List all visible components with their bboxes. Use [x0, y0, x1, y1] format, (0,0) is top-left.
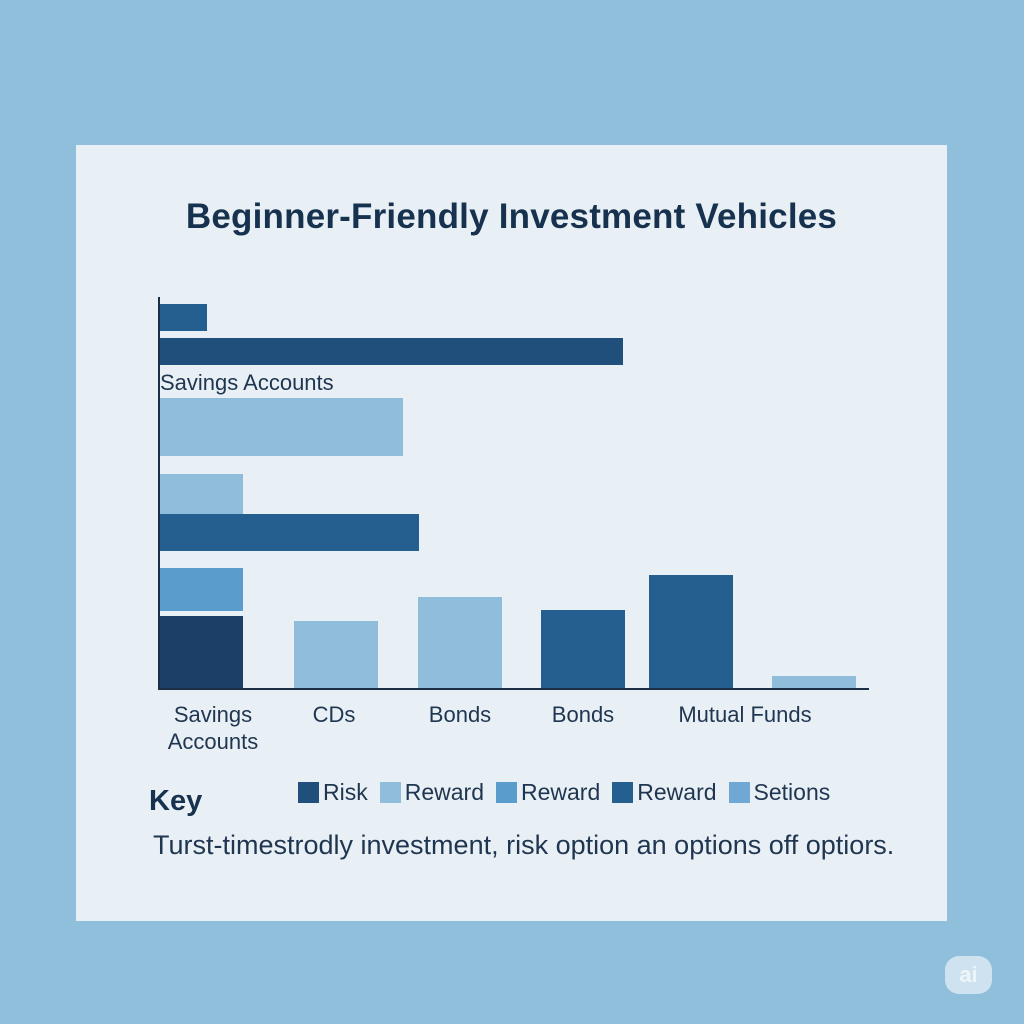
category-tick-label: Savings Accounts	[168, 702, 259, 754]
chart-note: Turst-timestrodly investment, risk optio…	[153, 830, 895, 860]
legend-swatch	[379, 782, 401, 803]
key-title: Key	[149, 785, 203, 817]
legend-item-reward-medium: Reward	[496, 779, 600, 806]
vertical-bar	[294, 621, 378, 689]
horizontal-bar	[159, 514, 419, 551]
category-tick-label: Bonds	[552, 702, 614, 727]
legend-swatch	[728, 782, 750, 803]
chart-title: Beginner-Friendly Investment Vehicles	[185, 197, 838, 236]
inline-bar-label: Savings Accounts	[160, 370, 334, 395]
legend-label: Reward	[404, 779, 484, 805]
ai-badge: ai	[945, 956, 992, 994]
category-tick-label: Bonds	[429, 702, 491, 727]
horizontal-bar	[159, 304, 207, 331]
horizontal-bar	[159, 616, 243, 689]
legend-item-setions: Setions	[728, 779, 831, 806]
legend-item-risk: Risk	[298, 779, 368, 806]
legend: Risk Reward Reward Reward Setions	[298, 779, 842, 806]
horizontal-bar	[159, 568, 243, 611]
horizontal-bar	[159, 474, 243, 514]
legend-swatch	[496, 782, 517, 803]
legend-swatch	[298, 782, 319, 803]
legend-swatch	[612, 782, 634, 803]
horizontal-bar	[159, 398, 403, 456]
legend-item-reward-dark: Reward	[612, 779, 717, 806]
horizontal-bar	[159, 338, 623, 365]
legend-label: Risk	[323, 779, 368, 805]
category-tick-label: CDs	[313, 702, 356, 727]
vertical-bar	[772, 676, 856, 689]
vertical-bar	[541, 610, 625, 689]
legend-label: Setions	[753, 779, 831, 805]
category-tick-label: Mutual Funds	[678, 702, 811, 727]
bar-chart: Savings Accounts Savings Accounts CDs Bonds B…	[158, 297, 869, 754]
legend-item-reward-light: Reward	[379, 779, 484, 806]
vertical-bar	[418, 597, 502, 689]
chart-card: Beginner-Friendly Investment Vehicles Sa…	[76, 145, 947, 921]
legend-label: Reward	[521, 779, 601, 805]
legend-label: Reward	[637, 779, 717, 805]
vertical-bar	[649, 575, 733, 689]
